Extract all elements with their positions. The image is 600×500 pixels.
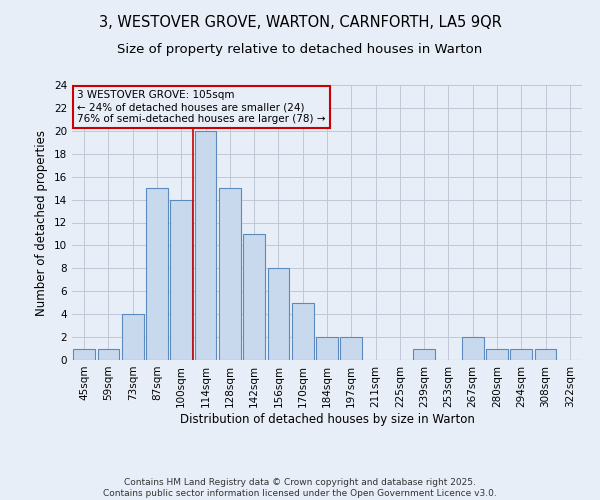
Bar	[194, 131, 217, 360]
Text: 3 WESTOVER GROVE: 105sqm
← 24% of detached houses are smaller (24)
76% of semi-d: 3 WESTOVER GROVE: 105sqm ← 24% of detach…	[77, 90, 326, 124]
Bar	[122, 314, 143, 360]
Bar	[486, 348, 508, 360]
Bar	[170, 200, 192, 360]
Bar	[413, 348, 435, 360]
Bar	[340, 337, 362, 360]
Bar	[535, 348, 556, 360]
X-axis label: Distribution of detached houses by size in Warton: Distribution of detached houses by size …	[179, 412, 475, 426]
Y-axis label: Number of detached properties: Number of detached properties	[35, 130, 49, 316]
Text: 3, WESTOVER GROVE, WARTON, CARNFORTH, LA5 9QR: 3, WESTOVER GROVE, WARTON, CARNFORTH, LA…	[98, 15, 502, 30]
Bar	[511, 348, 532, 360]
Bar	[292, 302, 314, 360]
Bar	[146, 188, 168, 360]
Bar	[243, 234, 265, 360]
Bar	[462, 337, 484, 360]
Bar	[97, 348, 119, 360]
Bar	[219, 188, 241, 360]
Text: Size of property relative to detached houses in Warton: Size of property relative to detached ho…	[118, 42, 482, 56]
Bar	[268, 268, 289, 360]
Bar	[73, 348, 95, 360]
Text: Contains HM Land Registry data © Crown copyright and database right 2025.
Contai: Contains HM Land Registry data © Crown c…	[103, 478, 497, 498]
Bar	[316, 337, 338, 360]
